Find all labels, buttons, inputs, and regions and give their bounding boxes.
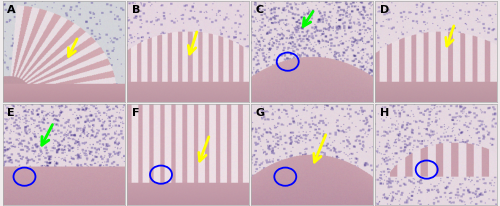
Text: E: E: [8, 108, 15, 118]
Text: D: D: [380, 5, 390, 15]
Text: F: F: [132, 108, 139, 118]
Text: B: B: [132, 5, 140, 15]
Text: G: G: [256, 108, 265, 118]
Text: H: H: [380, 108, 390, 118]
Text: C: C: [256, 5, 264, 15]
Text: A: A: [8, 5, 16, 15]
